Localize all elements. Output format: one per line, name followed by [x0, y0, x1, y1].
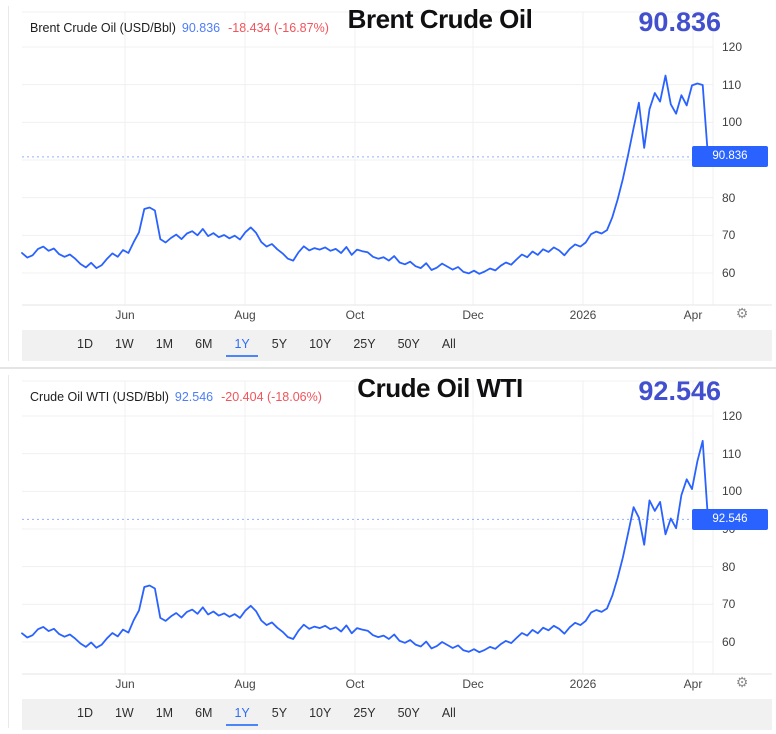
range-button-1d[interactable]: 1D [69, 703, 101, 726]
range-button-50y[interactable]: 50Y [390, 334, 428, 357]
chart-title: Brent Crude Oil [347, 4, 533, 34]
range-button-all[interactable]: All [434, 334, 464, 357]
y-axis-tick: 120 [722, 40, 743, 54]
chart-legend: Brent Crude Oil (USD/Bbl) 90.836 -18.434 (… [30, 21, 329, 35]
range-toolbar: 1D 1W 1M 6M 1Y 5Y 10Y 25Y 50Y All [22, 330, 772, 361]
x-axis-label: Oct [345, 677, 365, 691]
range-button-10y[interactable]: 10Y [301, 334, 339, 357]
legend-symbol: Crude Oil WTI (USD/Bbl) [30, 390, 169, 404]
settings-gear-icon[interactable]: ⚙ [730, 303, 754, 325]
range-button-1y[interactable]: 1Y [226, 703, 258, 726]
range-button-all[interactable]: All [434, 703, 464, 726]
range-button-6m[interactable]: 6M [187, 703, 220, 726]
y-axis-tick: 60 [722, 266, 736, 280]
current-price: 92.546 [638, 376, 721, 406]
x-axis-label: Apr [683, 308, 703, 322]
range-button-50y[interactable]: 50Y [390, 703, 428, 726]
current-price-badge: 90.836 [692, 146, 768, 168]
settings-gear-icon[interactable]: ⚙ [730, 672, 754, 694]
price-line-chart[interactable] [0, 0, 776, 367]
x-axis-label: Dec [462, 677, 484, 691]
x-axis-label: Jun [115, 677, 135, 691]
x-axis-label: 2026 [569, 308, 597, 322]
y-axis-tick: 120 [722, 409, 743, 423]
range-button-25y[interactable]: 25Y [345, 334, 383, 357]
legend-change: -18.434 (-16.87%) [228, 21, 329, 35]
chart-widget-brent: Brent Crude Oil (USD/Bbl) 90.836 -18.434 (… [0, 0, 776, 367]
y-axis-tick: 100 [722, 484, 743, 499]
range-button-5y[interactable]: 5Y [264, 703, 295, 726]
y-axis-tick: 110 [722, 446, 742, 461]
range-button-25y[interactable]: 25Y [345, 703, 383, 726]
current-price-badge: 92.546 [692, 508, 768, 530]
y-axis-tick: 100 [722, 115, 743, 130]
range-button-1d[interactable]: 1D [69, 334, 101, 357]
x-axis-label: 2026 [569, 677, 597, 691]
range-button-10y[interactable]: 10Y [301, 703, 339, 726]
price-line-chart[interactable] [0, 369, 776, 734]
range-button-1w[interactable]: 1W [107, 703, 142, 726]
legend-price: 92.546 [174, 390, 214, 404]
range-button-1y[interactable]: 1Y [226, 334, 258, 357]
x-axis-label: Dec [462, 308, 484, 322]
range-button-1m[interactable]: 1M [148, 334, 181, 357]
y-axis-tick: 60 [722, 635, 736, 649]
x-axis-label: Apr [683, 677, 703, 691]
chart-title: Crude Oil WTI [357, 373, 523, 403]
y-axis-tick: 80 [722, 559, 736, 574]
y-axis-tick: 70 [722, 597, 736, 612]
range-button-5y[interactable]: 5Y [264, 334, 295, 357]
y-axis-tick: 80 [722, 190, 736, 205]
range-button-1w[interactable]: 1W [107, 334, 142, 357]
x-axis-label: Oct [345, 308, 365, 322]
legend-symbol: Brent Crude Oil (USD/Bbl) [30, 21, 176, 35]
y-axis-tick: 70 [722, 228, 736, 243]
x-axis-label: Aug [234, 308, 256, 322]
range-button-1m[interactable]: 1M [148, 703, 181, 726]
current-price: 90.836 [638, 7, 721, 37]
x-axis-label: Jun [115, 308, 135, 322]
x-axis-label: Aug [234, 677, 256, 691]
range-toolbar: 1D 1W 1M 6M 1Y 5Y 10Y 25Y 50Y All [22, 699, 772, 730]
y-axis-tick: 110 [722, 77, 742, 92]
legend-change: -20.404 (-18.06%) [221, 390, 322, 404]
chart-widget-wti: Crude Oil WTI (USD/Bbl) 92.546 -20.404 (-1… [0, 367, 776, 734]
legend-price: 90.836 [181, 21, 221, 35]
chart-legend: Crude Oil WTI (USD/Bbl) 92.546 -20.404 (-1… [30, 390, 322, 404]
range-button-6m[interactable]: 6M [187, 334, 220, 357]
